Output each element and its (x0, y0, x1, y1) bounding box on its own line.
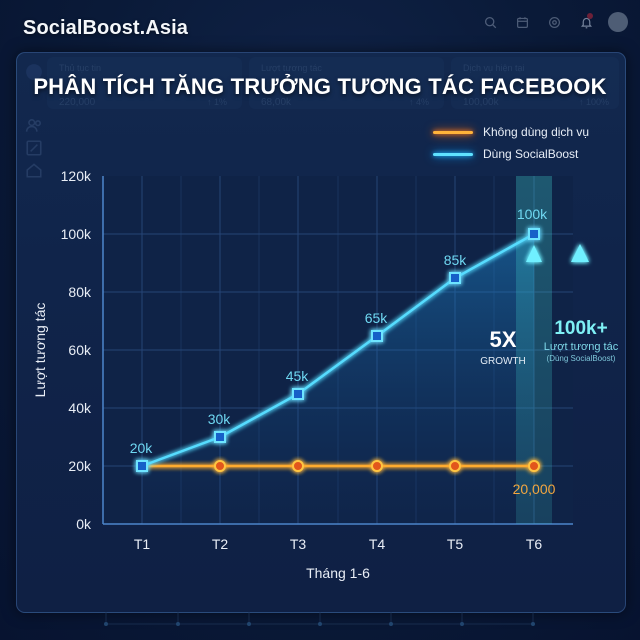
legend-item-socialboost[interactable]: Dùng SocialBoost (433, 143, 589, 165)
y-tick: 80k (68, 284, 92, 300)
area-fill (142, 234, 534, 524)
notification-badge (587, 13, 593, 19)
x-tick: T4 (369, 536, 386, 552)
y-tick: 60k (68, 342, 92, 358)
series-baseline (142, 460, 540, 472)
data-label: 20k (130, 440, 154, 456)
growth-multiplier: 5X (490, 327, 517, 352)
settings-icon[interactable] (538, 9, 570, 35)
x-axis-label: Tháng 1-6 (306, 565, 370, 581)
data-point[interactable] (528, 228, 540, 240)
ghost-card-label: Lượt tương tác (261, 63, 322, 73)
legend-swatch-orange (433, 130, 473, 134)
data-point[interactable] (214, 460, 226, 472)
data-point[interactable] (449, 272, 461, 284)
series-socialboost (136, 228, 540, 472)
ghost-card-2: Lượt tương tác 68,00k ↑ 4% (249, 57, 444, 109)
ghost-card-value: 100,00k (463, 97, 499, 108)
header-toolbar (474, 9, 628, 35)
data-label: 30k (208, 411, 232, 427)
data-labels: 20k 30k 45k 65k 85k 100k (130, 206, 548, 456)
y-tick: 40k (68, 400, 92, 416)
callout-caption: Lượt tương tác (544, 341, 619, 353)
calendar-icon[interactable] (506, 9, 538, 35)
y-tick: 20k (68, 458, 92, 474)
brand-logo[interactable]: SocialBoost.Asia (23, 17, 188, 39)
avatar[interactable] (608, 12, 628, 32)
search-icon[interactable] (474, 9, 506, 35)
data-point[interactable] (136, 460, 148, 472)
chart-legend: Không dùng dịch vụ Dùng SocialBoost (433, 121, 589, 165)
ghost-card-delta: ↑ 1% (207, 97, 228, 107)
y-tick-labels: 120k 100k 80k 60k 40k 20k 0k (61, 168, 92, 532)
callout-value: 100k+ (554, 318, 607, 339)
x-tick: T6 (526, 536, 543, 552)
legend-label: Không dùng dịch vụ (483, 125, 590, 139)
x-tick: T1 (134, 536, 151, 552)
legend-swatch-blue (433, 152, 473, 156)
data-label: 45k (286, 368, 310, 384)
data-point[interactable] (449, 460, 461, 472)
users-icon (25, 119, 41, 132)
ghost-card-value: 68,00k (261, 97, 292, 108)
data-point[interactable] (292, 388, 304, 400)
data-point[interactable] (371, 460, 383, 472)
x-tick-labels: T1 T2 T3 T4 T5 T6 (134, 536, 543, 552)
bottom-decoration (104, 612, 535, 626)
growth-label: GROWTH (480, 356, 526, 367)
bell-icon[interactable] (570, 9, 602, 35)
growth-arrow-head (526, 245, 542, 262)
data-point[interactable] (371, 330, 383, 342)
x-tick: T3 (290, 536, 307, 552)
legend-label: Dùng SocialBoost (483, 147, 579, 161)
ghost-card-delta: ↑ 100% (579, 97, 610, 107)
ghost-card-label: Thủ tục tin (59, 63, 102, 73)
data-label: 65k (365, 310, 389, 326)
home-icon (26, 163, 42, 178)
ghost-card-label: Dịch vụ hiện tại (463, 63, 525, 73)
data-point[interactable] (214, 431, 226, 443)
ghost-card-1: Thủ tục tin 220,000 ↑ 1% (47, 57, 242, 109)
edit-icon (26, 140, 42, 156)
data-label: 85k (444, 252, 468, 268)
y-tick: 0k (76, 516, 92, 532)
y-tick: 100k (61, 226, 92, 242)
callout-arrow-head (571, 244, 589, 262)
data-point[interactable] (292, 460, 304, 472)
x-tick: T5 (447, 536, 464, 552)
y-tick: 120k (61, 168, 92, 184)
ghost-card-3: Dịch vụ hiện tại 100,00k ↑ 100% (451, 57, 619, 109)
x-tick: T2 (212, 536, 229, 552)
data-point[interactable] (528, 460, 540, 472)
ghost-card-delta: ↑ 4% (409, 97, 430, 107)
data-label: 100k (517, 206, 548, 222)
legend-item-baseline[interactable]: Không dùng dịch vụ (433, 121, 589, 143)
baseline-end-label: 20,000 (513, 481, 556, 497)
y-axis-label: Lượt tương tác (32, 303, 48, 398)
callout-sub: (Dùng SocialBoost) (547, 354, 616, 363)
facebook-icon (26, 64, 42, 80)
ghost-card-value: 220,000 (59, 97, 96, 108)
chart-title: PHÂN TÍCH TĂNG TRƯỞNG TƯƠNG TÁC FACEBOOK (33, 74, 607, 99)
